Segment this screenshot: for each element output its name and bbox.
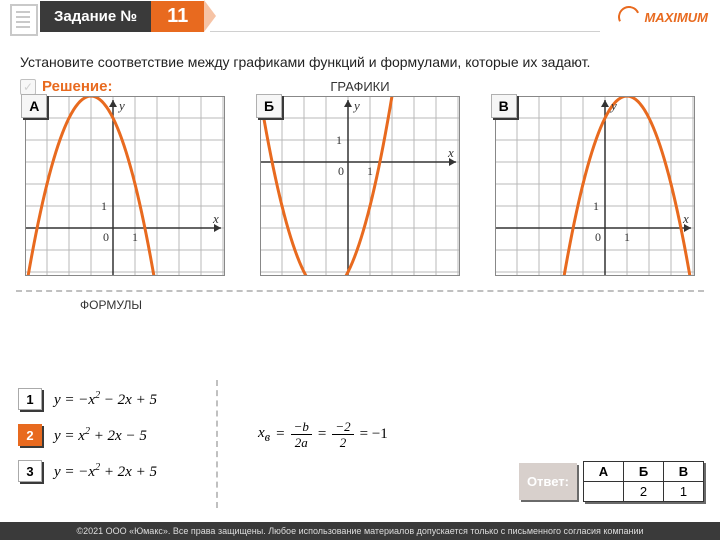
- svg-text:1: 1: [336, 133, 342, 147]
- answer-block: Ответ: АБВ 21: [519, 461, 704, 502]
- svg-text:1: 1: [624, 230, 630, 244]
- formula-row: 1 y = −x2 − 2x + 5: [18, 388, 157, 410]
- formula-text: y = −x2 − 2x + 5: [54, 390, 157, 409]
- graph-panel: В011xy: [495, 96, 695, 276]
- svg-text:y: y: [609, 98, 617, 113]
- svg-text:1: 1: [132, 230, 138, 244]
- title-tail: [204, 0, 216, 32]
- svg-text:y: y: [117, 98, 125, 113]
- logo: MAXIMUM: [618, 6, 708, 28]
- graph-badge: В: [491, 94, 517, 118]
- answer-label: Ответ:: [519, 463, 577, 500]
- title-text: Задание №: [40, 1, 151, 32]
- graph-panel: Б011xy: [260, 96, 460, 276]
- svg-text:x: x: [682, 211, 689, 226]
- graph-svg: 0 1 1 x y: [25, 96, 225, 276]
- answer-header: Б: [624, 462, 664, 482]
- formula-row: 3 y = −x2 + 2x + 5: [18, 460, 157, 482]
- answer-cell: 1: [664, 482, 704, 502]
- answer-header: А: [584, 462, 624, 482]
- graphs-row: А 0 1 1 x y Б 0 1 1 x y В 0 1 1 x y: [0, 94, 720, 276]
- title-number: 11: [151, 1, 204, 32]
- formula-text: y = −x2 + 2x + 5: [54, 462, 157, 481]
- svg-text:x: x: [212, 211, 219, 226]
- svg-text:1: 1: [593, 199, 599, 213]
- title-underline: [210, 31, 600, 32]
- svg-text:1: 1: [101, 199, 107, 213]
- formulas-title: ФОРМУЛЫ: [80, 298, 720, 312]
- svg-text:x: x: [447, 145, 454, 160]
- graph-svg: 0 1 1 x y: [495, 96, 695, 276]
- h-divider: [16, 290, 704, 292]
- formula-number-badge: 2: [18, 424, 42, 446]
- document-icon: [10, 4, 38, 36]
- graph-badge: А: [21, 94, 47, 118]
- vertex-formula: xв = −b2a = −22 = −1: [258, 420, 388, 449]
- answer-cell: [584, 482, 624, 502]
- formula-row: 2 y = x2 + 2x − 5: [18, 424, 157, 446]
- answer-header: В: [664, 462, 704, 482]
- formula-text: y = x2 + 2x − 5: [54, 426, 147, 445]
- footer-text: ©2021 ООО «Юмакс». Все права защищены. Л…: [0, 522, 720, 540]
- svg-text:1: 1: [367, 164, 373, 178]
- svg-text:0: 0: [338, 164, 344, 178]
- formula-number-badge: 3: [18, 460, 42, 482]
- svg-text:y: y: [352, 98, 360, 113]
- svg-text:0: 0: [103, 230, 109, 244]
- title-bar: Задание № 11: [40, 0, 216, 32]
- prompt-text: Установите соответствие между графиками …: [20, 54, 700, 70]
- graph-badge: Б: [256, 94, 282, 118]
- formula-number-badge: 1: [18, 388, 42, 410]
- answer-table: АБВ 21: [583, 461, 704, 502]
- logo-swoosh-icon: [615, 3, 643, 31]
- solution-text: Решение:: [42, 78, 112, 95]
- svg-text:0: 0: [595, 230, 601, 244]
- graph-panel: А011xy: [25, 96, 225, 276]
- formulas-list: 1 y = −x2 − 2x + 5 2 y = x2 + 2x − 5 3 y = −x…: [18, 388, 157, 482]
- check-icon: ✓: [20, 79, 36, 95]
- answer-cell: 2: [624, 482, 664, 502]
- logo-text: MAXIMUM: [644, 10, 708, 25]
- graph-svg: 0 1 1 x y: [260, 96, 460, 276]
- header: Задание № 11 MAXIMUM: [0, 0, 720, 40]
- v-divider: [216, 380, 218, 508]
